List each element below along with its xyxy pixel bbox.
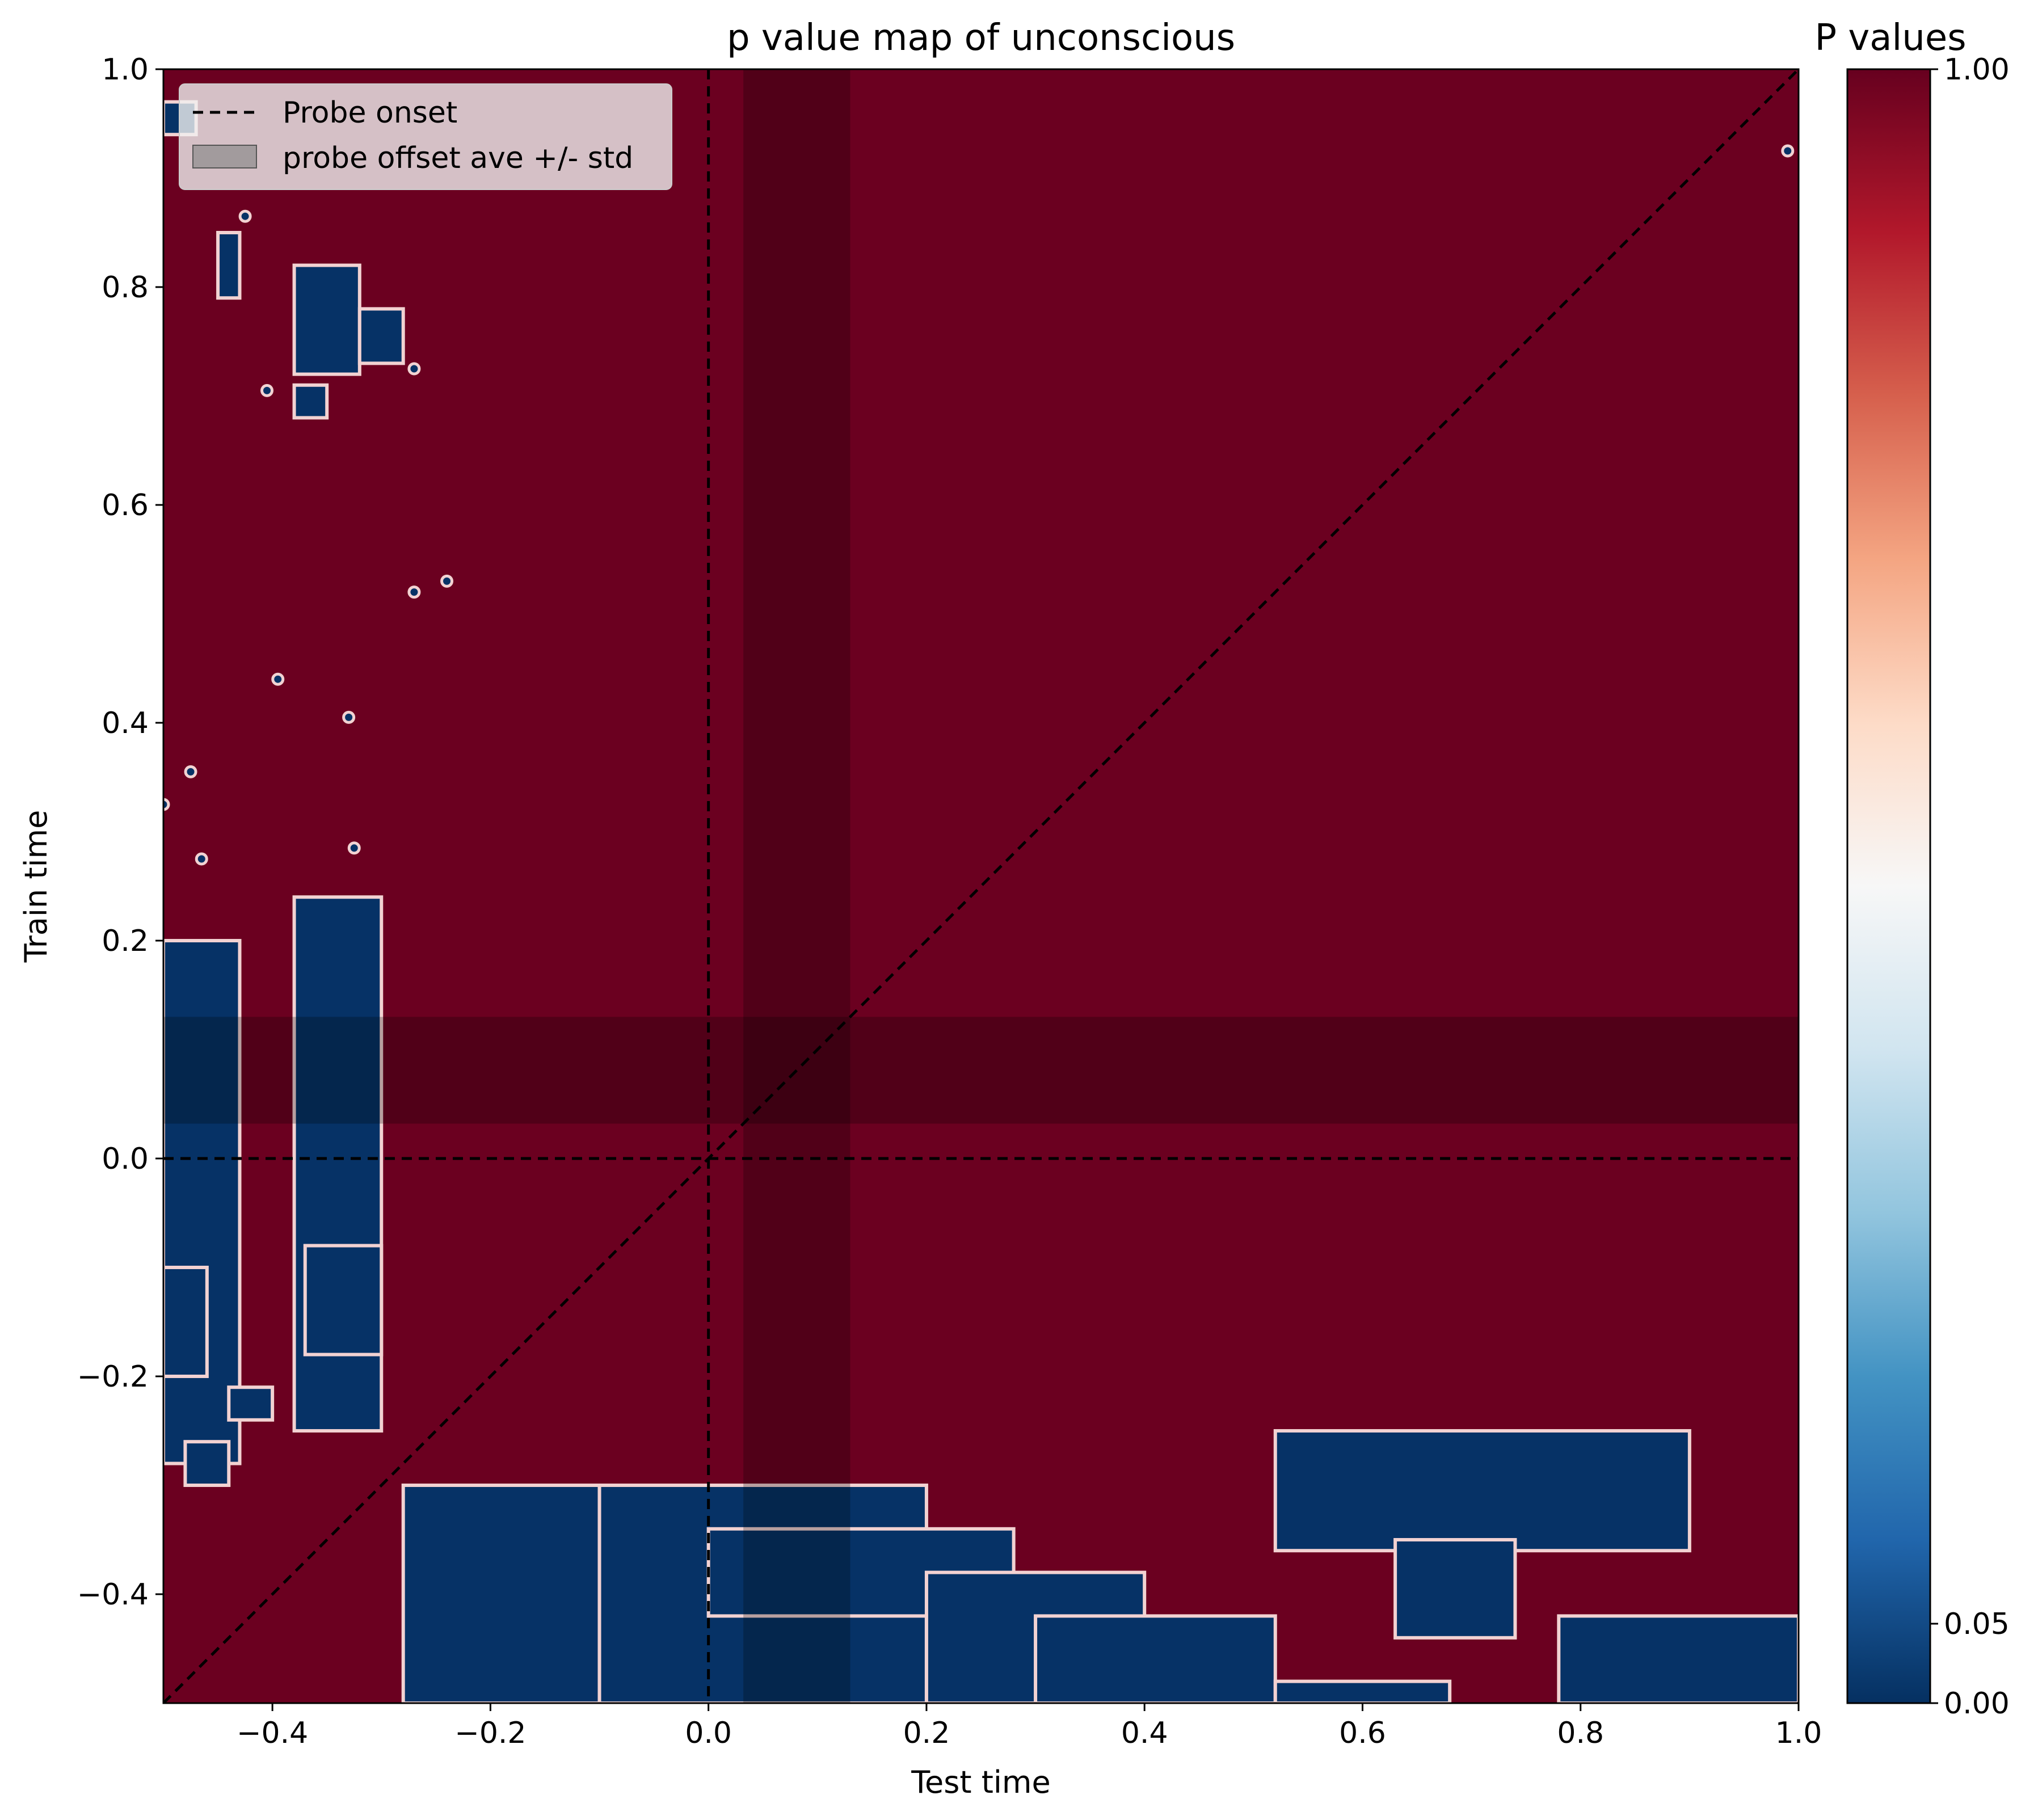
y-tick-label: −0.4 [77, 1578, 149, 1612]
significant-region [216, 231, 242, 300]
significant-region [303, 1244, 384, 1356]
plot-frame [162, 68, 1800, 1704]
significant-region [292, 263, 361, 376]
significant-point [163, 798, 170, 811]
colorbar-tick-label: 0.00 [1944, 1687, 2010, 1721]
significant-point [260, 384, 274, 397]
significant-region [292, 383, 329, 420]
y-axis-label: Train time [18, 810, 54, 963]
significant-point [1781, 144, 1795, 158]
significant-point [347, 841, 361, 855]
significant-region [1393, 1538, 1517, 1640]
colorbar-tick-label: 0.05 [1944, 1607, 2010, 1641]
x-tick-label: 0.6 [1339, 1716, 1386, 1750]
x-tick-label: 0.2 [903, 1716, 950, 1750]
colorbar-gradient [1846, 68, 1931, 1704]
colorbar-title: P values [1814, 17, 1966, 59]
x-tick-label: −0.4 [237, 1716, 308, 1750]
significant-point [407, 362, 421, 376]
colorbar-tick-label: 1.00 [1944, 53, 2010, 87]
probe-offset-band-vertical [743, 69, 850, 1703]
significant-region [1034, 1614, 1277, 1703]
chart-title: p value map of unconscious [727, 17, 1235, 59]
probe-offset-band-horizontal [163, 1017, 1799, 1124]
x-tick-label: 0.0 [685, 1716, 732, 1750]
significant-region [1557, 1614, 1799, 1703]
colorbar: P values 0.00 0.05 1.00 [1814, 17, 2009, 1721]
y-tick-label: 0.8 [102, 271, 149, 305]
legend-probe-onset-label: Probe onset [283, 96, 457, 130]
x-tick-label: 1.0 [1775, 1716, 1822, 1750]
significant-point [238, 209, 252, 223]
legend-probe-offset-label: probe offset ave +/- std [283, 141, 633, 175]
x-axis-label: Test time [911, 1764, 1051, 1800]
diagonal-line [163, 69, 1799, 1703]
significant-point [184, 765, 197, 778]
significant-region [1273, 1679, 1452, 1703]
significant-point [342, 710, 356, 724]
significant-region [357, 307, 405, 365]
significant-region [401, 1484, 601, 1703]
legend-probe-offset-swatch [192, 145, 257, 168]
y-tick-label: 0.4 [102, 706, 149, 740]
y-tick-label: 0.2 [102, 924, 149, 958]
significant-region [1273, 1429, 1691, 1553]
y-tick-label: 0.6 [102, 488, 149, 523]
colorbar-ticks: 0.00 0.05 1.00 [1930, 53, 2010, 1721]
x-axis-ticks: −0.4 −0.2 0.0 0.2 0.4 0.6 0.8 1.0 [237, 1703, 1822, 1750]
significant-region [227, 1385, 275, 1422]
plot-area [163, 69, 1799, 1703]
legend-box [179, 83, 672, 190]
significant-point [407, 585, 421, 599]
significant-region [183, 1440, 231, 1487]
significant-point [271, 672, 285, 686]
y-tick-label: 0.0 [102, 1142, 149, 1176]
legend: Probe onset probe offset ave +/- std [179, 83, 672, 190]
x-tick-label: 0.8 [1557, 1716, 1604, 1750]
significant-region [163, 1266, 209, 1378]
significant-point [195, 852, 208, 866]
y-tick-label: 1.0 [102, 53, 149, 87]
x-tick-label: 0.4 [1121, 1716, 1168, 1750]
x-tick-label: −0.2 [454, 1716, 526, 1750]
significant-regions [163, 100, 1799, 1703]
significant-point [440, 574, 454, 588]
y-tick-label: −0.2 [77, 1360, 149, 1394]
y-axis-ticks: −0.4 −0.2 0.0 0.2 0.4 0.6 0.8 1.0 [77, 53, 163, 1612]
